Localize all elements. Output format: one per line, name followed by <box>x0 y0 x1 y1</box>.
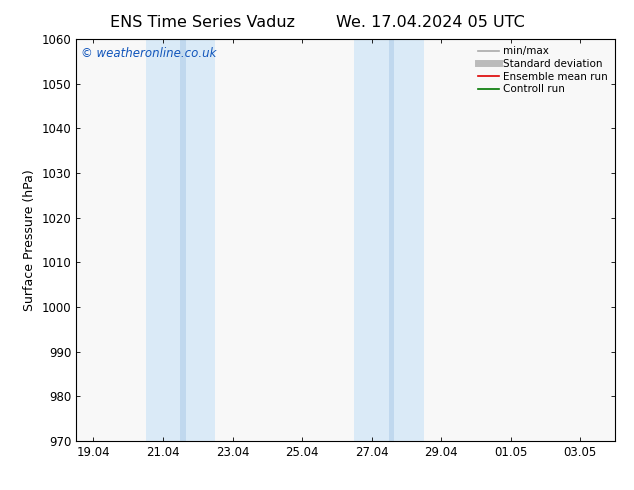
Legend: min/max, Standard deviation, Ensemble mean run, Controll run: min/max, Standard deviation, Ensemble me… <box>474 42 612 98</box>
Bar <box>181 39 186 441</box>
Bar <box>354 39 424 441</box>
Text: © weatheronline.co.uk: © weatheronline.co.uk <box>81 47 217 60</box>
Text: ENS Time Series Vaduz        We. 17.04.2024 05 UTC: ENS Time Series Vaduz We. 17.04.2024 05 … <box>110 15 524 30</box>
Bar <box>146 39 215 441</box>
Bar <box>389 39 394 441</box>
Y-axis label: Surface Pressure (hPa): Surface Pressure (hPa) <box>23 169 36 311</box>
